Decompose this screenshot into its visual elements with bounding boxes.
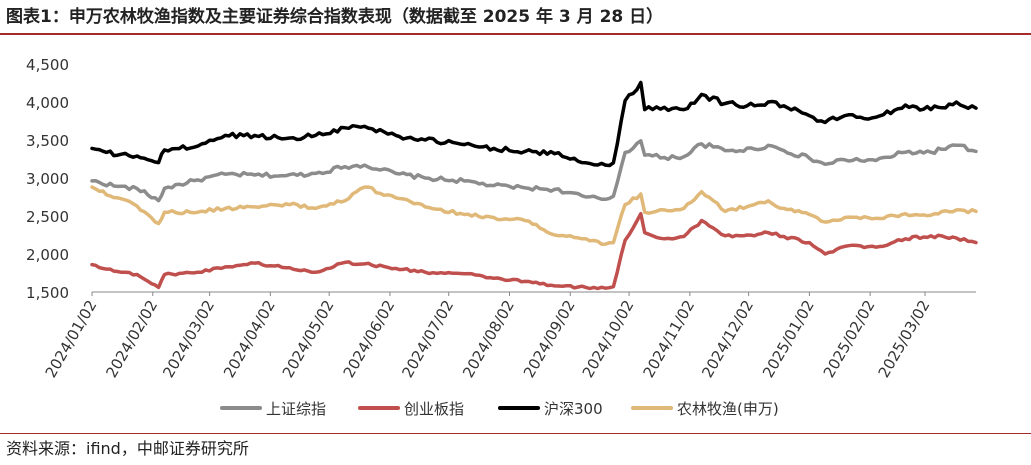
x-tick-label: 2024/03/02 — [159, 297, 218, 381]
y-tick-label: 2,500 — [26, 208, 69, 226]
legend-label: 沪深300 — [544, 400, 603, 418]
x-tick-label: 2024/09/02 — [520, 297, 579, 381]
x-tick-label: 2025/03/02 — [875, 297, 934, 381]
title-divider — [0, 33, 1031, 35]
x-tick-label: 2024/04/02 — [220, 297, 279, 381]
x-tick-label: 2024/02/02 — [102, 297, 161, 381]
x-tick-label: 2024/01/02 — [42, 297, 101, 381]
x-tick-label: 2024/12/02 — [698, 297, 757, 381]
x-tick-label: 2024/07/02 — [398, 297, 457, 381]
y-tick-label: 3,500 — [26, 132, 69, 150]
x-tick-label: 2024/10/02 — [579, 297, 638, 381]
x-tick-label: 2025/02/02 — [820, 297, 879, 381]
source-note: 资料来源：ifind，中邮证券研究所 — [6, 439, 249, 458]
series-line — [90, 185, 978, 246]
y-tick-label: 4,500 — [26, 56, 69, 74]
series-lines — [90, 80, 978, 291]
y-tick-label: 2,000 — [26, 246, 69, 264]
x-tick-label: 2024/08/02 — [459, 297, 518, 381]
legend-label: 农林牧渔(申万) — [677, 400, 779, 418]
y-axis: 1,500 2,000 2,500 3,000 3,500 4,000 4,500 — [26, 56, 69, 302]
x-tick-label: 2025/01/02 — [759, 297, 818, 381]
chart-title: 图表1：申万农林牧渔指数及主要证券综合指数表现（数据截至 2025 年 3 月 … — [6, 7, 664, 27]
series-line — [90, 80, 978, 168]
y-tick-label: 3,000 — [26, 170, 69, 188]
series-line — [90, 139, 978, 203]
x-tick-label: 2024/06/02 — [340, 297, 399, 381]
y-tick-label: 1,500 — [26, 284, 69, 302]
y-tick-label: 4,000 — [26, 94, 69, 112]
series-line — [90, 211, 978, 291]
legend-label: 上证综指 — [266, 400, 326, 418]
x-tick-label: 2024/05/02 — [279, 297, 338, 381]
footer-divider — [0, 433, 1031, 434]
x-tick-label: 2024/11/02 — [639, 297, 698, 381]
legend-label: 创业板指 — [404, 400, 464, 418]
legend: 上证综指 创业板指 沪深300 农林牧渔(申万) — [220, 400, 779, 418]
